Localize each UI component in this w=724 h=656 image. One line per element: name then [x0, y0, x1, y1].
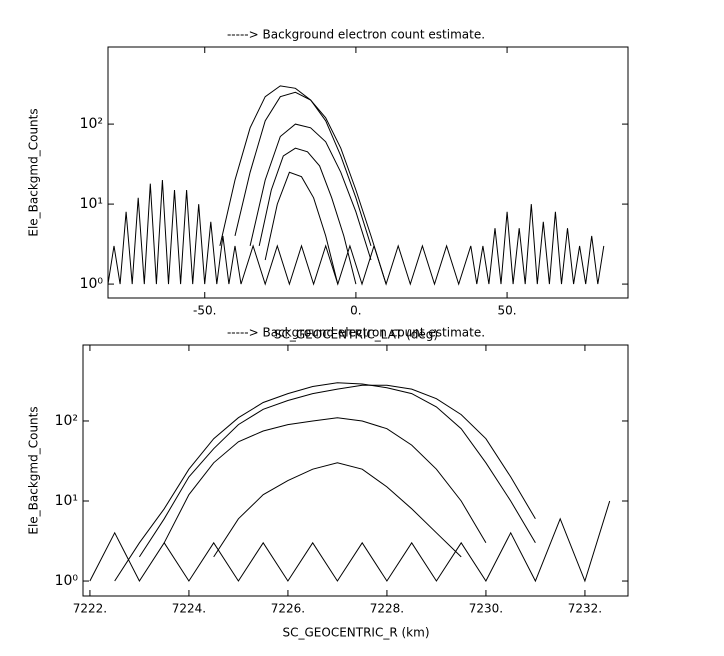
y-axis-label: Ele_Backgmd_Counts: [27, 108, 41, 236]
y-axis-label: Ele_Backgmd_Counts: [27, 406, 41, 534]
x-tick-label: 7232.: [568, 602, 602, 616]
x-tick-label: 7228.: [370, 602, 404, 616]
x-tick-label: -50.: [193, 304, 216, 318]
y-tick-label: 10⁰: [80, 276, 104, 292]
data-line: [138, 384, 536, 558]
data-line: [163, 417, 487, 544]
data-line: [89, 500, 611, 583]
x-tick-label: 7222.: [73, 602, 107, 616]
data-line: [114, 382, 536, 582]
chart-title: -----> Background electron count estimat…: [227, 326, 485, 340]
data-line: [234, 91, 387, 285]
y-tick-label: 10⁰: [55, 573, 79, 589]
data-line: [219, 85, 372, 247]
data-line: [264, 171, 339, 285]
plot-frame: [107, 46, 629, 299]
x-axis-label: SC_GEOCENTRIC_LAT (deg): [274, 328, 438, 342]
x-axis-label: SC_GEOCENTRIC_R (km): [283, 626, 430, 640]
y-tick-label: 10²: [80, 116, 103, 132]
data-line: [107, 179, 605, 286]
x-tick-label: 50.: [498, 304, 517, 318]
plot-frame: [82, 344, 629, 597]
x-tick-label: 0.: [350, 304, 361, 318]
data-line: [258, 147, 357, 285]
y-tick-label: 10²: [55, 413, 78, 429]
chart-title: -----> Background electron count estimat…: [227, 28, 485, 42]
x-tick-label: 7230.: [469, 602, 503, 616]
y-tick-label: 10¹: [55, 493, 78, 509]
y-tick-label: 10¹: [80, 196, 103, 212]
data-line: [213, 462, 462, 558]
data-line: [249, 123, 372, 261]
x-tick-label: 7224.: [172, 602, 206, 616]
x-tick-label: 7226.: [271, 602, 305, 616]
